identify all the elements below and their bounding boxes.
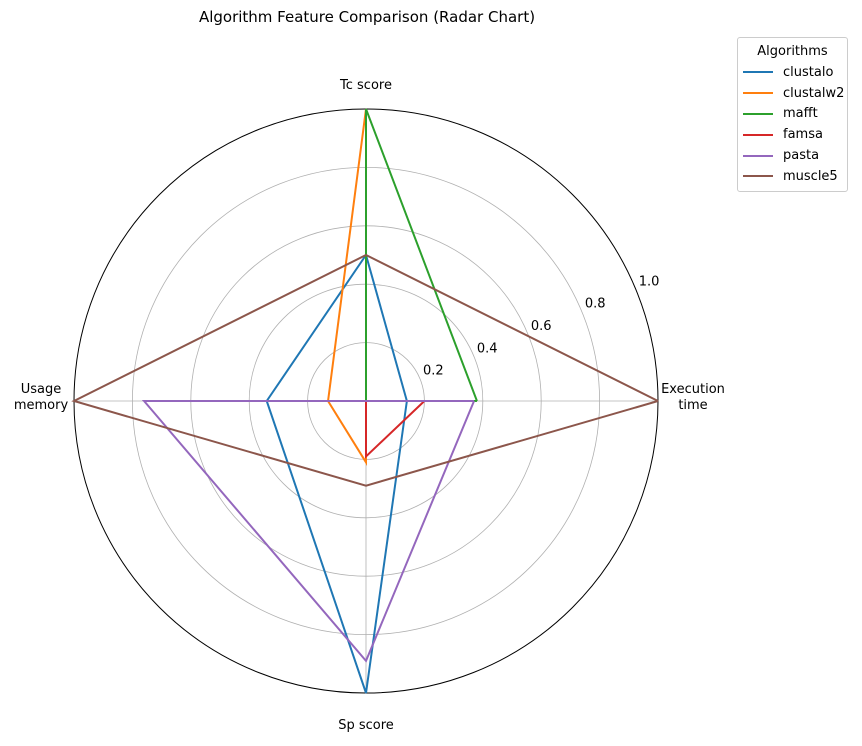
legend-swatch	[743, 71, 773, 74]
axis-label: Execution	[661, 382, 725, 397]
series-line-mafft	[365, 108, 478, 402]
legend-item-clustalw2: clustalw2	[738, 83, 847, 104]
legend-label: famsa	[783, 127, 823, 143]
r-tick-label: 0.6	[531, 319, 552, 334]
series-line-famsa	[365, 400, 426, 459]
legend: Algorithms clustalo clustalw2 mafft famsa pa…	[737, 37, 848, 192]
r-tick-label: 0.4	[477, 341, 498, 356]
legend-swatch	[743, 133, 773, 136]
legend-swatch	[743, 112, 773, 115]
legend-swatch	[743, 92, 773, 95]
legend-swatch	[743, 175, 773, 178]
axis-label: memory	[14, 398, 69, 413]
legend-label: pasta	[783, 148, 820, 164]
chart-title: Algorithm Feature Comparison (Radar Char…	[198, 8, 536, 26]
legend-title: Algorithms	[757, 44, 828, 59]
r-tick-label: 0.2	[423, 364, 444, 379]
legend-label: muscle5	[783, 168, 838, 184]
legend-label: clustalw2	[783, 85, 845, 101]
series-line-pasta	[141, 400, 475, 663]
axis-label: Sp score	[338, 718, 394, 733]
r-tick-label: 0.8	[585, 297, 606, 312]
series-line-muscle5	[71, 253, 659, 487]
legend-item-muscle5: muscle5	[738, 166, 847, 187]
legend-label: mafft	[783, 106, 818, 122]
legend-items: clustalo clustalw2 mafft famsa pasta muscle5	[738, 62, 847, 187]
axis-label: Usage	[21, 382, 62, 397]
radar-series	[71, 108, 659, 694]
legend-item-pasta: pasta	[738, 145, 847, 166]
legend-item-mafft: mafft	[738, 104, 847, 125]
r-tick-label: 1.0	[639, 274, 660, 289]
legend-item-famsa: famsa	[738, 124, 847, 145]
legend-label: clustalo	[783, 64, 834, 80]
legend-item-clustalo: clustalo	[738, 62, 847, 83]
axis-label: time	[678, 398, 707, 413]
legend-swatch	[743, 154, 773, 157]
axis-label: Tc score	[339, 78, 392, 93]
